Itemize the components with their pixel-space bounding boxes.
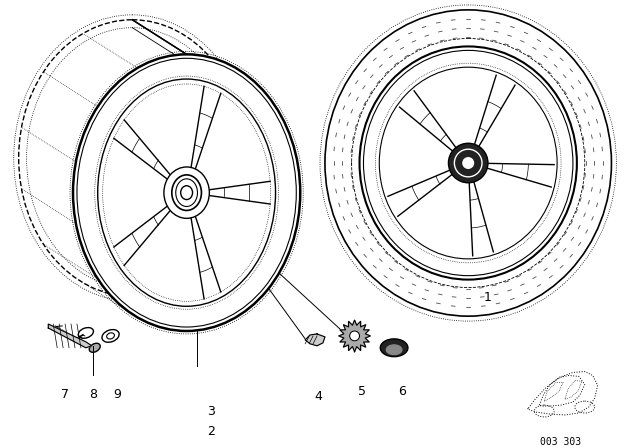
Text: 5: 5 bbox=[358, 385, 367, 398]
Text: 4: 4 bbox=[314, 390, 322, 403]
Text: 8: 8 bbox=[89, 388, 97, 401]
Ellipse shape bbox=[360, 47, 577, 280]
Text: 1: 1 bbox=[484, 292, 492, 305]
Text: 7: 7 bbox=[61, 388, 69, 401]
Text: 6: 6 bbox=[398, 385, 406, 398]
Ellipse shape bbox=[180, 186, 193, 199]
Ellipse shape bbox=[73, 54, 300, 331]
Ellipse shape bbox=[449, 143, 488, 183]
Ellipse shape bbox=[380, 339, 408, 357]
Ellipse shape bbox=[454, 149, 482, 177]
Text: 003 303: 003 303 bbox=[540, 437, 580, 447]
Text: 2: 2 bbox=[207, 425, 215, 438]
Polygon shape bbox=[48, 324, 92, 348]
Ellipse shape bbox=[89, 343, 100, 352]
Text: 9: 9 bbox=[113, 388, 122, 401]
Ellipse shape bbox=[463, 158, 473, 168]
Ellipse shape bbox=[349, 331, 360, 341]
Ellipse shape bbox=[164, 167, 209, 218]
Polygon shape bbox=[339, 320, 371, 352]
Polygon shape bbox=[305, 334, 325, 346]
Text: 3: 3 bbox=[207, 405, 215, 418]
Ellipse shape bbox=[386, 345, 402, 355]
